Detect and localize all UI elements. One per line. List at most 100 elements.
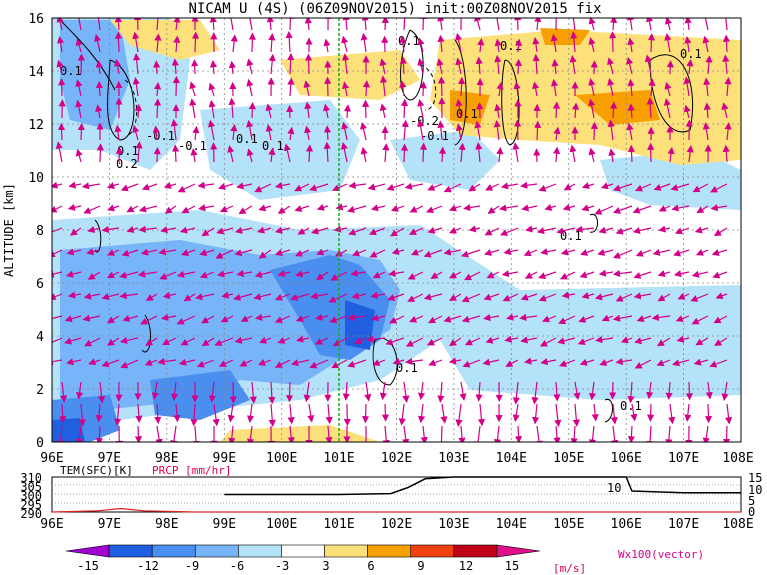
y-axis-label: ALTITUDE [km] bbox=[2, 183, 16, 277]
wind-vector bbox=[512, 381, 520, 405]
colorbar bbox=[65, 544, 541, 558]
x-tick-labels: 96E 97E 98E 99E 100E 101E 102E 103E 104E… bbox=[40, 451, 753, 466]
y-tick-label: 12 bbox=[28, 118, 44, 133]
wind-vector bbox=[686, 145, 694, 163]
x-tick-label: 104E bbox=[496, 517, 527, 532]
wind-vector bbox=[68, 181, 82, 189]
wind-vector bbox=[428, 359, 443, 367]
x-tick-label: 102E bbox=[381, 517, 412, 532]
colorbar-swatch bbox=[151, 544, 196, 558]
wind-vector bbox=[692, 183, 709, 193]
wind-vector bbox=[541, 315, 557, 323]
wind-vector bbox=[390, 227, 405, 237]
wind-vector bbox=[392, 357, 405, 365]
wind-vector bbox=[274, 249, 291, 256]
wind-vector bbox=[198, 204, 215, 212]
wind-vector bbox=[332, 183, 348, 192]
wind-vector bbox=[493, 119, 501, 141]
wind-vector bbox=[179, 226, 196, 234]
wind-vector bbox=[228, 425, 236, 442]
wind-vector bbox=[443, 248, 462, 256]
wind-vector bbox=[66, 248, 82, 256]
colorbar-unit: [m/s] bbox=[553, 562, 586, 575]
wind-vector bbox=[494, 38, 502, 53]
wind-vector bbox=[694, 226, 709, 234]
wind-vector bbox=[468, 225, 481, 233]
wind-vector bbox=[257, 359, 272, 366]
wind-vector bbox=[633, 292, 652, 300]
wind-vector bbox=[461, 249, 481, 258]
wind-vector bbox=[496, 146, 504, 163]
wind-vector bbox=[724, 403, 733, 425]
wind-vector bbox=[287, 425, 295, 442]
colorbar-swatch bbox=[453, 544, 498, 558]
wind-vector bbox=[532, 81, 540, 97]
wind-vector bbox=[437, 34, 445, 53]
wind-vector bbox=[114, 124, 122, 141]
wind-vector bbox=[403, 18, 406, 31]
wind-vector bbox=[268, 381, 276, 405]
wind-vector bbox=[328, 293, 348, 303]
wind-vector bbox=[595, 336, 614, 344]
x-tick-label: 106E bbox=[611, 517, 642, 532]
wind-vector bbox=[437, 425, 446, 442]
wind-vector bbox=[540, 358, 557, 366]
wind-vector bbox=[95, 60, 103, 75]
wind-vector bbox=[683, 104, 691, 119]
wind-vector bbox=[52, 270, 63, 278]
wind-vector bbox=[514, 119, 522, 141]
wind-vector bbox=[486, 271, 500, 279]
wind-vector bbox=[114, 58, 122, 75]
wind-vector bbox=[500, 182, 519, 190]
wind-vector bbox=[557, 337, 576, 345]
wind-vector bbox=[597, 248, 614, 256]
wind-vector bbox=[494, 54, 502, 75]
wind-vector bbox=[648, 78, 656, 97]
colorbar-swatch bbox=[324, 544, 368, 558]
wind-vector bbox=[474, 425, 482, 442]
wind-vector bbox=[560, 271, 576, 280]
wind-vector bbox=[711, 249, 728, 256]
wind-vector bbox=[94, 18, 103, 31]
wind-vector bbox=[430, 271, 443, 279]
wind-vector bbox=[381, 403, 390, 422]
wind-vector bbox=[57, 35, 65, 53]
wind-vector bbox=[121, 249, 139, 257]
wind-vector bbox=[238, 205, 253, 215]
wind-vector bbox=[701, 18, 709, 31]
wind-vector bbox=[532, 53, 540, 75]
wind-vector bbox=[274, 226, 291, 234]
wind-vector bbox=[483, 293, 500, 301]
wind-vector bbox=[536, 227, 557, 235]
wind-vector bbox=[501, 270, 519, 278]
wind-vector bbox=[220, 315, 234, 323]
wind-vector bbox=[154, 33, 162, 53]
wind-vector bbox=[192, 125, 200, 141]
colorbar-label: -6 bbox=[230, 559, 244, 573]
wind-vector bbox=[620, 336, 633, 344]
wind-vector bbox=[246, 148, 254, 163]
wind-vector bbox=[651, 313, 671, 321]
wind-vector bbox=[691, 315, 709, 325]
wind-vector bbox=[171, 58, 179, 75]
prcp-tick: 10 bbox=[748, 483, 762, 497]
wind-vector bbox=[672, 359, 690, 367]
wind-vector bbox=[417, 37, 425, 53]
contour-label: -0.1 bbox=[178, 139, 207, 153]
wind-vector bbox=[309, 183, 329, 192]
wind-vector bbox=[646, 381, 654, 400]
wind-vector bbox=[309, 359, 329, 369]
wind-vector bbox=[539, 337, 557, 347]
wind-vector bbox=[684, 403, 692, 422]
wind-vector bbox=[287, 126, 295, 141]
wind-vector bbox=[315, 313, 329, 321]
wind-vector bbox=[208, 99, 216, 119]
wind-vector bbox=[590, 121, 599, 141]
wind-vector bbox=[611, 425, 619, 442]
wind-vector bbox=[369, 249, 386, 258]
wind-vector bbox=[106, 249, 120, 256]
wind-vector bbox=[265, 124, 273, 141]
wind-vector bbox=[448, 226, 462, 234]
wind-vector bbox=[570, 31, 578, 53]
wind-vector bbox=[710, 204, 728, 212]
